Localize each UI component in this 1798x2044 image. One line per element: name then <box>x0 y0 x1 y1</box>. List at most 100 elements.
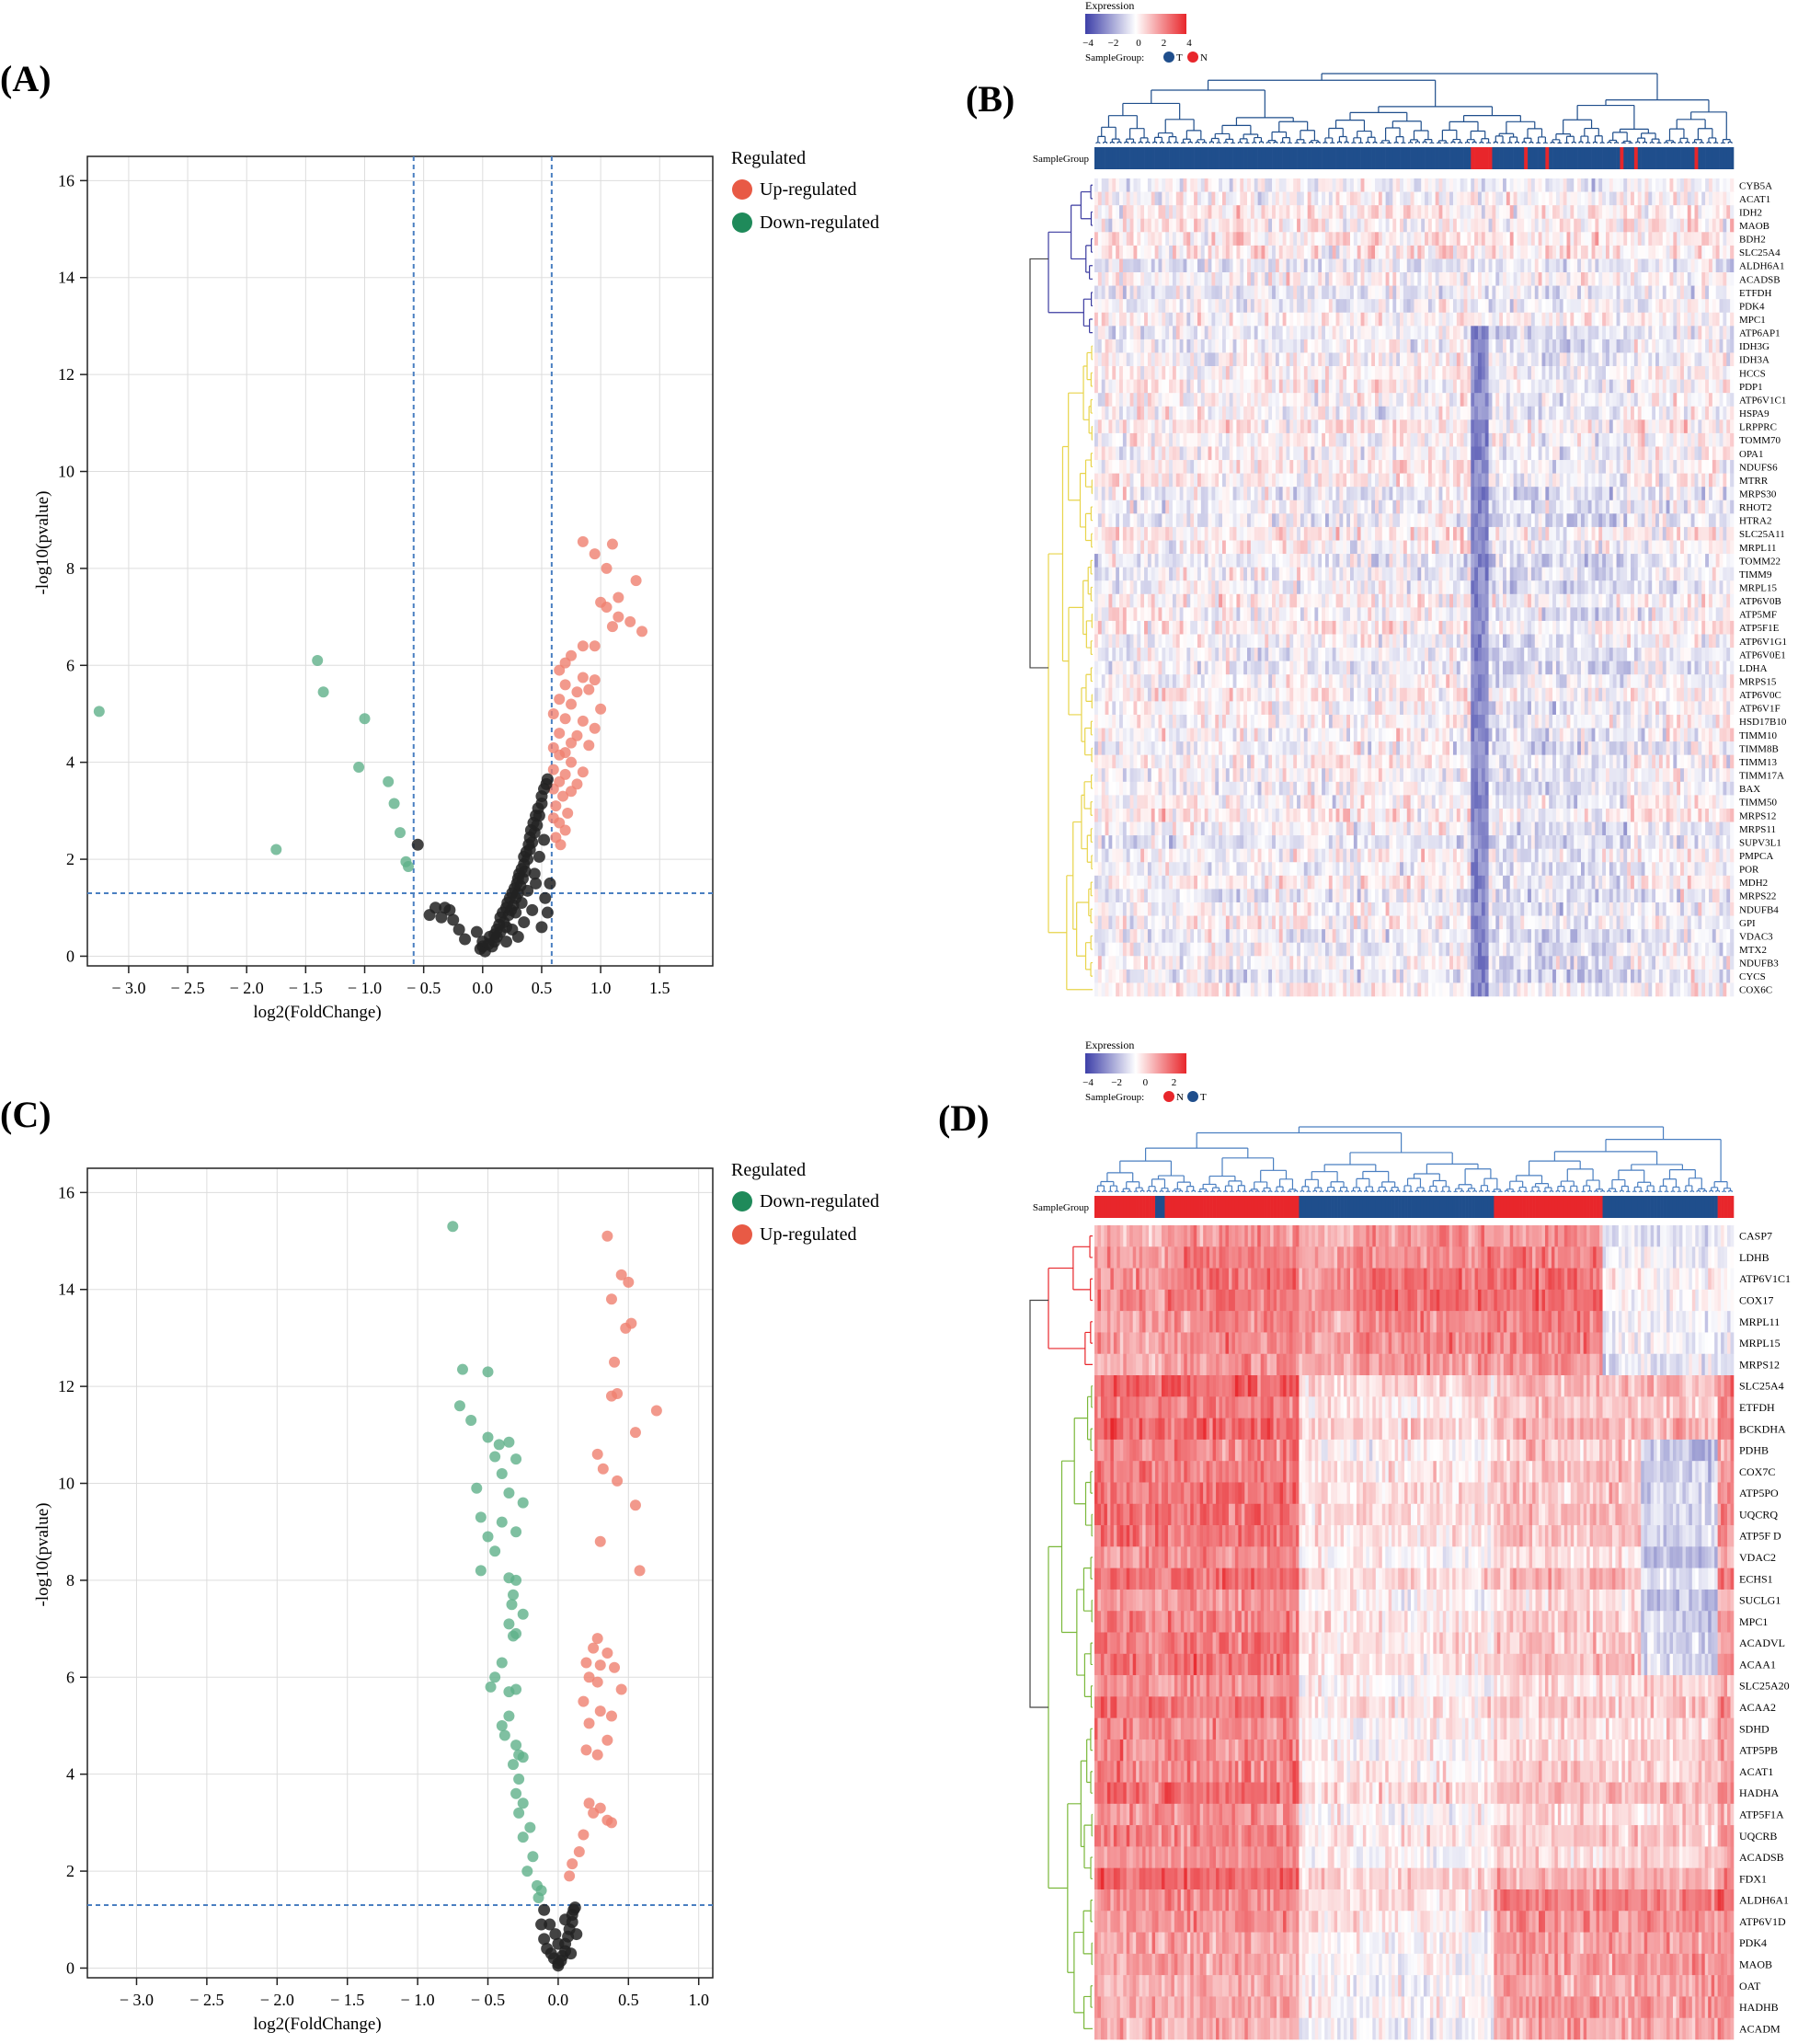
heatmap-cell <box>1644 366 1649 380</box>
heatmap-cell <box>1400 191 1404 206</box>
heatmap-cell <box>1307 272 1311 286</box>
heatmap-cell <box>1346 406 1351 420</box>
heatmap-cell <box>1108 245 1113 259</box>
heatmap-cell <box>1250 379 1255 394</box>
heatmap-cell <box>1528 339 1532 353</box>
heatmap-cell <box>1122 432 1128 447</box>
heatmap-cell <box>1112 339 1117 353</box>
heatmap-cell <box>1375 312 1380 327</box>
heatmap-cell <box>1108 352 1113 367</box>
heatmap-cell <box>1484 487 1489 501</box>
heatmap-cell <box>1265 487 1269 501</box>
heatmap-cell <box>1492 379 1496 394</box>
heatmap-cell <box>1623 379 1628 394</box>
heatmap-cell <box>1400 245 1404 259</box>
heatmap-cell <box>1172 406 1177 420</box>
heatmap-cell <box>1328 366 1333 380</box>
heatmap-cell <box>1300 205 1305 220</box>
heatmap-cell <box>1158 500 1162 514</box>
heatmap-cell <box>1683 352 1689 367</box>
heatmap-cell <box>1509 487 1514 501</box>
heatmap-cell <box>1162 366 1166 380</box>
heatmap-cell <box>1158 432 1162 447</box>
heatmap-cell <box>1378 299 1383 314</box>
heatmap-cell <box>1655 272 1660 286</box>
heatmap-cell <box>1236 285 1241 300</box>
heatmap-cell <box>1520 326 1525 340</box>
heatmap-cell <box>1368 258 1372 273</box>
heatmap-cell <box>1425 285 1429 300</box>
heatmap-cell <box>1715 473 1720 488</box>
x-tick-label-1: − 2.5 <box>170 979 204 997</box>
point-ns-64 <box>510 906 522 919</box>
heatmap-cell <box>1375 473 1380 488</box>
heatmap-cell <box>1389 245 1393 259</box>
heatmap-cell <box>1200 218 1205 233</box>
heatmap-cell <box>1509 312 1514 327</box>
heatmap-cell <box>1303 191 1308 206</box>
point-ns-71 <box>518 916 531 929</box>
heatmap-cell <box>1620 487 1624 501</box>
heatmap-cell <box>1574 205 1578 220</box>
heatmap-cell <box>1552 191 1557 206</box>
heatmap-cell <box>1328 299 1333 314</box>
heatmap-cell <box>1541 272 1546 286</box>
heatmap-cell <box>1484 419 1489 434</box>
heatmap-cell <box>1669 258 1674 273</box>
heatmap-cell <box>1602 487 1607 501</box>
heatmap-cell <box>1506 191 1511 206</box>
heatmap-cell <box>1655 446 1660 461</box>
annotation-cell-138 <box>1584 147 1588 169</box>
heatmap-cell <box>1275 191 1280 206</box>
heatmap-cell <box>1609 205 1614 220</box>
heatmap-cell <box>1250 393 1255 408</box>
heatmap-cell <box>1204 299 1208 314</box>
heatmap-cell <box>1318 460 1323 474</box>
heatmap-cell <box>1591 379 1596 394</box>
heatmap-cell <box>1669 285 1674 300</box>
heatmap-cell <box>1633 178 1639 192</box>
heatmap-cell <box>1563 178 1567 192</box>
heatmap-cell <box>1431 232 1436 247</box>
heatmap-cell <box>1488 245 1493 259</box>
heatmap-cell <box>1097 245 1103 259</box>
heatmap-cell <box>1467 393 1472 408</box>
annotation-cell-34 <box>1215 147 1220 169</box>
heatmap-cell <box>1254 232 1258 247</box>
heatmap-cell <box>1467 419 1472 434</box>
heatmap-cell <box>1332 218 1336 233</box>
heatmap-cell <box>1122 446 1128 461</box>
heatmap-cell <box>1673 460 1678 474</box>
heatmap-cell <box>1421 366 1426 380</box>
heatmap-cell <box>1652 393 1656 408</box>
point-up-25 <box>547 707 559 719</box>
heatmap-cell <box>1339 191 1344 206</box>
heatmap-cell <box>1726 191 1731 206</box>
heatmap-cell <box>1400 419 1404 434</box>
heatmap-cell <box>1680 285 1685 300</box>
heatmap-cell <box>1438 393 1443 408</box>
heatmap-cell <box>1403 406 1408 420</box>
heatmap-cell <box>1456 460 1460 474</box>
heatmap-cell <box>1116 312 1120 327</box>
heatmap-cell <box>1438 232 1443 247</box>
heatmap-cell <box>1726 272 1731 286</box>
heatmap-cell <box>1154 205 1159 220</box>
heatmap-cell <box>1133 432 1138 447</box>
heatmap-cell <box>1517 272 1521 286</box>
heatmap-cell <box>1219 406 1223 420</box>
heatmap-cell <box>1570 339 1575 353</box>
heatmap-cell <box>1222 379 1227 394</box>
heatmap-cell <box>1652 272 1656 286</box>
heatmap-cell <box>1101 366 1105 380</box>
heatmap-cell <box>1580 352 1586 367</box>
y-tick-label-5: 10 <box>58 463 74 481</box>
heatmap-cell <box>1162 272 1166 286</box>
heatmap-cell <box>1385 191 1390 206</box>
heatmap-cell <box>1481 258 1486 273</box>
heatmap-cell <box>1690 245 1695 259</box>
heatmap-cell <box>1116 205 1120 220</box>
heatmap-cell <box>1474 218 1479 233</box>
heatmap-cell <box>1204 446 1208 461</box>
heatmap-cell <box>1570 366 1575 380</box>
